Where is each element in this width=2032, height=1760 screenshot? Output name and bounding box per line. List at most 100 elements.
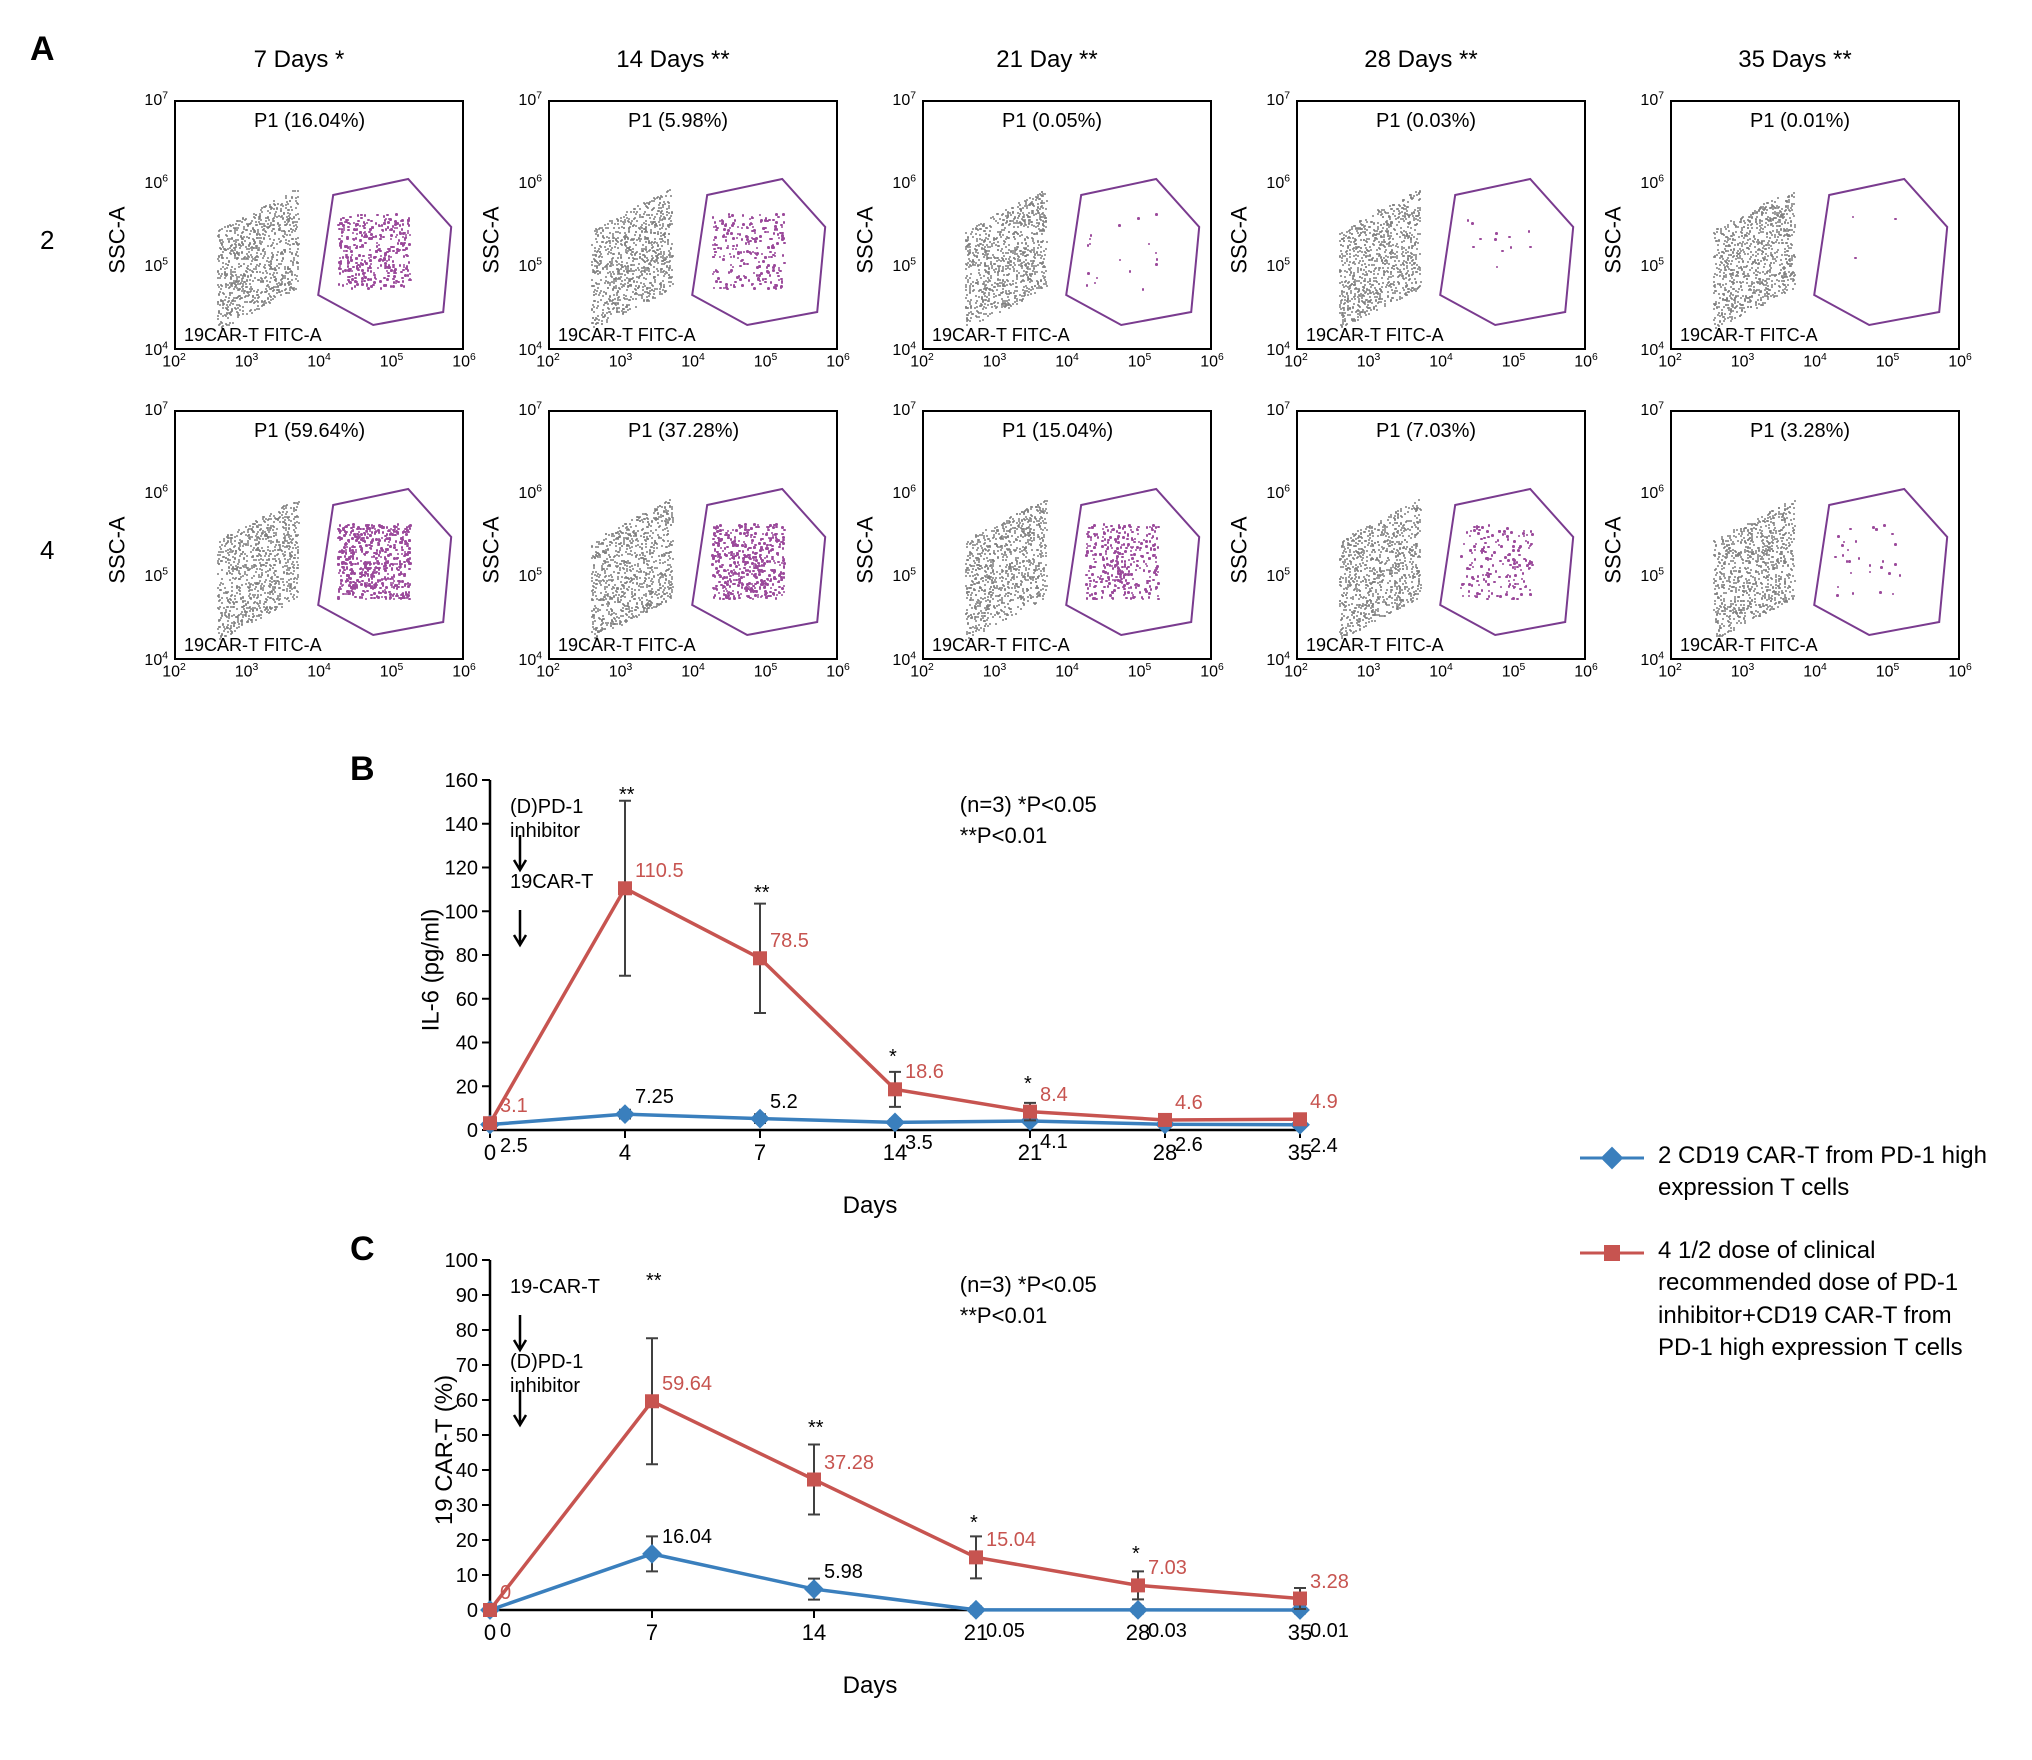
facs-gate: [924, 102, 1212, 350]
charts-column: B IL-6 (pg/ml) Days 02040608010012014016…: [420, 760, 1540, 1720]
facs-plot-area: [174, 100, 464, 350]
facs-p1-label: P1 (7.03%): [1376, 420, 1476, 443]
facs-plot: SSC-A19CAR-T FITC-AP1 (0.03%)10210310410…: [1246, 90, 1596, 390]
tick: 105: [1876, 352, 1900, 371]
facs-plot-area: [922, 100, 1212, 350]
value-label: 5.98: [824, 1561, 863, 1584]
tick: 106: [1266, 484, 1290, 503]
value-label: 4.6: [1175, 1092, 1203, 1115]
arrow-label: 19CAR-T: [510, 870, 593, 894]
tick: 106: [144, 484, 168, 503]
tick: 104: [307, 352, 331, 371]
facs-col-header: 21 Day **: [996, 46, 1097, 74]
tick: 104: [518, 340, 542, 359]
facs-y-ticks: 104105106107: [1620, 100, 1670, 350]
facs-plot: SSC-A19CAR-T FITC-AP1 (0.05%)10210310410…: [872, 90, 1222, 390]
svg-text:20: 20: [456, 1076, 478, 1098]
legend-item: 2 CD19 CAR-T from PD-1 high expression T…: [1580, 1140, 1990, 1205]
facs-x-ticks: 102103104105106: [1296, 662, 1586, 682]
tick: 105: [144, 567, 168, 586]
tick: 104: [892, 650, 916, 669]
tick: 106: [826, 662, 850, 681]
sig-label: **: [808, 1417, 824, 1440]
panel-label-b: B: [350, 750, 375, 789]
value-label: 0.03: [1148, 1620, 1187, 1643]
tick: 104: [1803, 662, 1827, 681]
value-label: 18.6: [905, 1061, 944, 1084]
panel-label-a: A: [30, 30, 55, 69]
legend-item: 4 1/2 dose of clinical recommended dose …: [1580, 1235, 1990, 1365]
tick: 105: [380, 352, 404, 371]
tick: 105: [1502, 662, 1526, 681]
tick: 104: [1640, 650, 1664, 669]
tick: 103: [983, 352, 1007, 371]
tick: 106: [1266, 174, 1290, 193]
tick: 106: [826, 352, 850, 371]
svg-text:140: 140: [445, 814, 478, 836]
tick: 104: [1429, 662, 1453, 681]
tick: 106: [452, 662, 476, 681]
svg-text:80: 80: [456, 945, 478, 967]
svg-text:28: 28: [1153, 1140, 1177, 1165]
tick: 106: [452, 352, 476, 371]
tick: 104: [518, 650, 542, 669]
tick: 104: [1803, 352, 1827, 371]
facs-y-ticks: 104105106107: [124, 100, 174, 350]
tick: 105: [892, 257, 916, 276]
value-label: 4.9: [1310, 1091, 1338, 1114]
value-label: 110.5: [635, 860, 684, 883]
tick: 106: [1574, 662, 1598, 681]
tick: 104: [1640, 340, 1664, 359]
value-label: 59.64: [662, 1373, 712, 1396]
svg-text:28: 28: [1126, 1620, 1150, 1645]
facs-y-ticks: 104105106107: [1620, 410, 1670, 660]
svg-text:90: 90: [456, 1285, 478, 1307]
tick: 105: [1128, 352, 1152, 371]
facs-y-ticks: 104105106107: [872, 410, 922, 660]
facs-col-header: 14 Days **: [616, 46, 729, 74]
tick: 106: [1574, 352, 1598, 371]
tick: 105: [1640, 567, 1664, 586]
tick: 107: [144, 90, 168, 109]
value-label: 7.03: [1148, 1557, 1187, 1580]
tick: 105: [518, 567, 542, 586]
sig-label: **: [646, 1270, 662, 1293]
value-label: 78.5: [770, 930, 809, 953]
svg-text:60: 60: [456, 989, 478, 1011]
tick: 104: [1266, 340, 1290, 359]
facs-xlabel: 19CAR-T FITC-A: [1306, 635, 1444, 656]
facs-plot-area: [1296, 100, 1586, 350]
facs-y-ticks: 104105106107: [124, 410, 174, 660]
facs-y-ticks: 104105106107: [872, 100, 922, 350]
arrow-label: (D)PD-1 inhibitor: [510, 1350, 583, 1398]
tick: 105: [518, 257, 542, 276]
facs-x-ticks: 102103104105106: [922, 352, 1212, 372]
svg-text:50: 50: [456, 1425, 478, 1447]
tick: 104: [1055, 662, 1079, 681]
tick: 106: [1200, 662, 1224, 681]
tick: 107: [1640, 400, 1664, 419]
panel-c: C 19 CAR-T (%) Days 01020304050607080901…: [420, 1240, 1320, 1660]
facs-x-ticks: 102103104105106: [1670, 352, 1960, 372]
sig-label: **: [754, 882, 770, 905]
facs-gate: [1672, 102, 1960, 350]
tick: 107: [144, 400, 168, 419]
facs-x-ticks: 102103104105106: [1296, 352, 1586, 372]
facs-gate: [1298, 412, 1586, 660]
facs-y-ticks: 104105106107: [498, 410, 548, 660]
value-label: 16.04: [662, 1526, 712, 1549]
svg-text:10: 10: [456, 1565, 478, 1587]
facs-row-header: 2: [40, 225, 54, 256]
value-label: 0.05: [986, 1620, 1025, 1643]
value-label: 0: [500, 1620, 511, 1643]
sig-label: *: [1132, 1543, 1140, 1566]
facs-plot: SSC-A19CAR-T FITC-AP1 (15.04%)1021031041…: [872, 400, 1222, 700]
facs-plot: SSC-A19CAR-T FITC-AP1 (59.64%)1021031041…: [124, 400, 474, 700]
svg-text:100: 100: [445, 901, 478, 923]
value-label: 15.04: [986, 1529, 1036, 1552]
tick: 106: [518, 174, 542, 193]
tick: 107: [1266, 400, 1290, 419]
facs-y-ticks: 104105106107: [1246, 410, 1296, 660]
value-label: 2.6: [1175, 1134, 1203, 1157]
facs-x-ticks: 102103104105106: [548, 352, 838, 372]
